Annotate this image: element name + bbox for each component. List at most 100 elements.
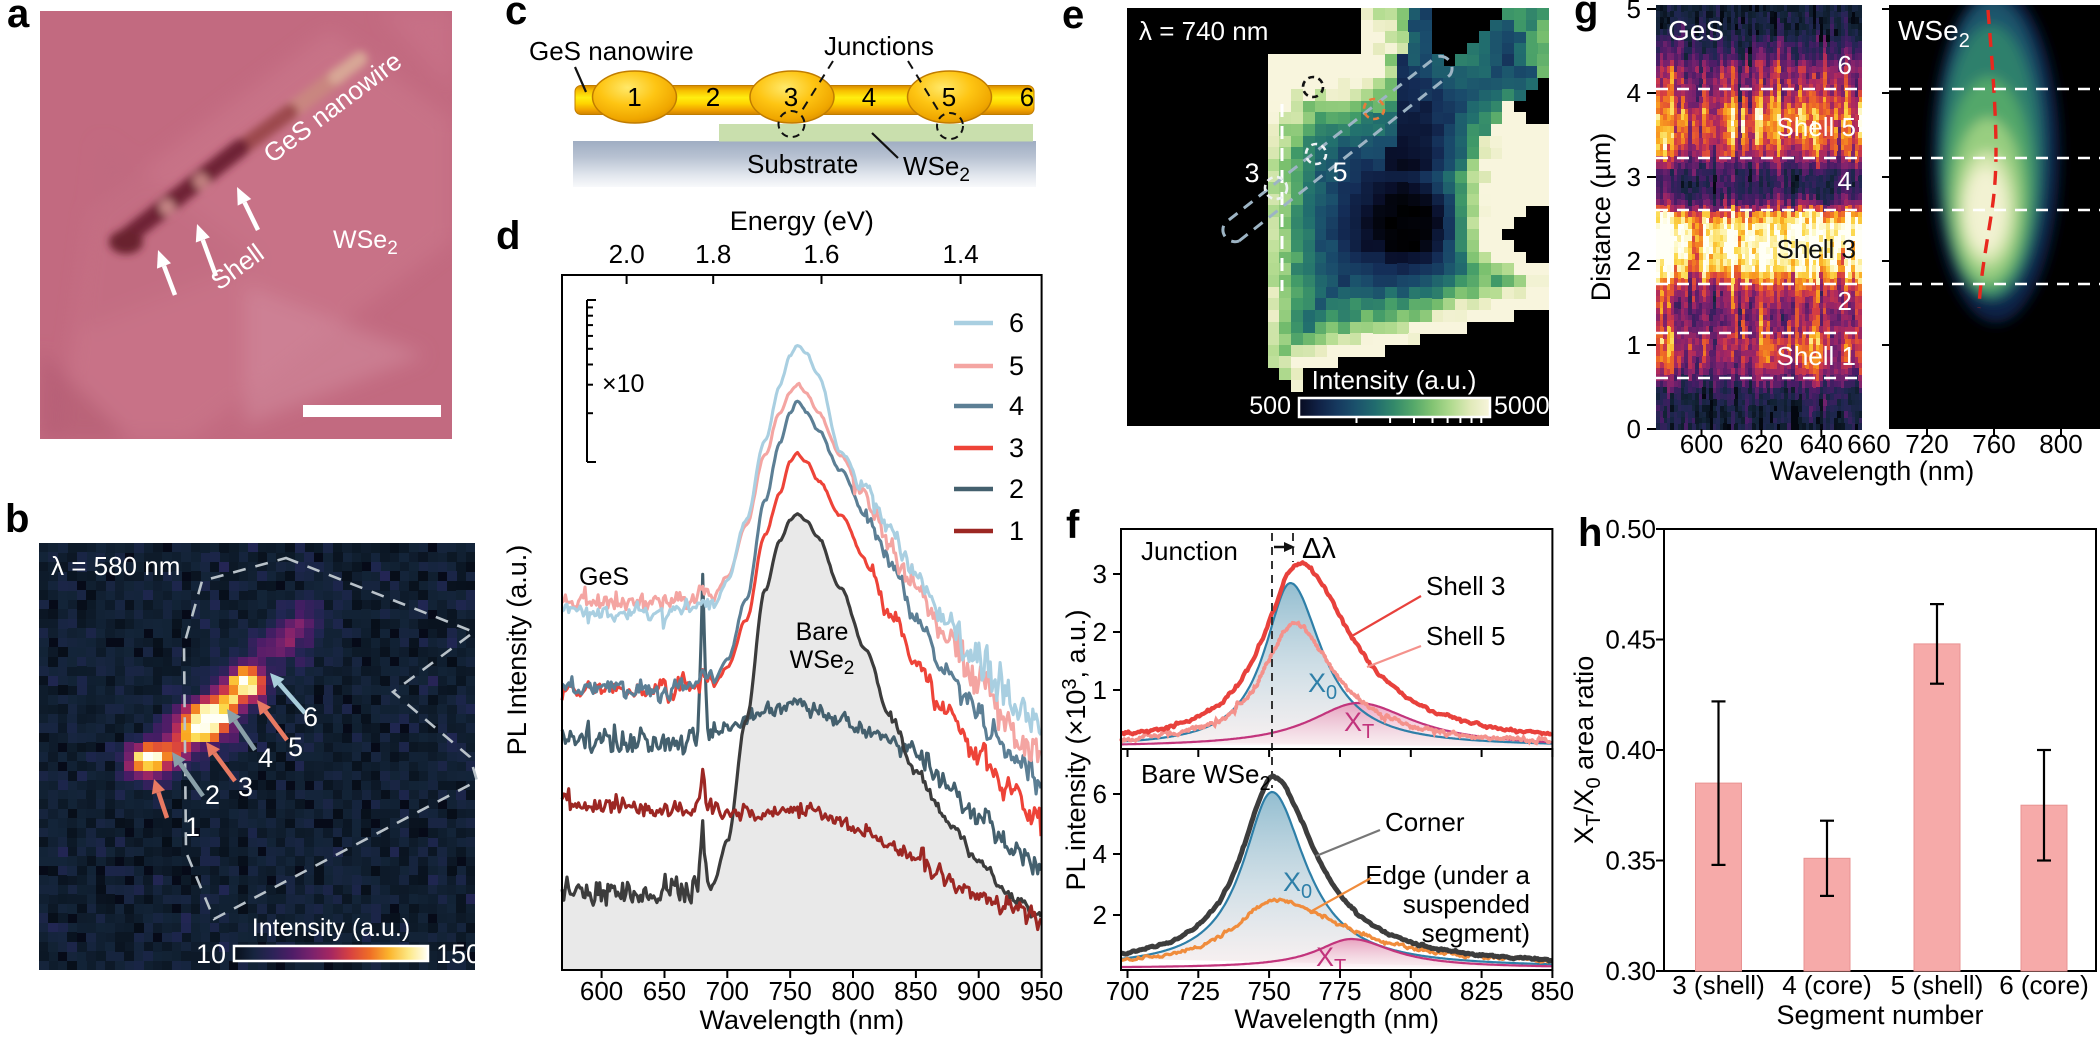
svg-text:λ = 740 nm: λ = 740 nm (1139, 16, 1268, 46)
svg-text:800: 800 (2039, 429, 2082, 459)
svg-text:900: 900 (957, 976, 1000, 1006)
svg-text:660: 660 (1847, 429, 1890, 459)
svg-text:750: 750 (768, 976, 811, 1006)
svg-text:Substrate: Substrate (747, 149, 858, 179)
svg-text:3: 3 (238, 772, 253, 802)
svg-text:Shell 1: Shell 1 (1777, 341, 1857, 371)
svg-text:10: 10 (196, 939, 226, 969)
svg-text:Segment number: Segment number (1776, 1000, 1983, 1030)
svg-text:2: 2 (1093, 900, 1107, 930)
svg-text:4: 4 (1838, 166, 1852, 196)
svg-text:1.4: 1.4 (943, 239, 979, 269)
svg-text:2: 2 (1838, 286, 1852, 316)
svg-text:950: 950 (1020, 976, 1063, 1006)
svg-text:5: 5 (942, 82, 956, 112)
svg-text:720: 720 (1905, 429, 1948, 459)
svg-text:5000: 5000 (1494, 392, 1550, 420)
svg-text:Intensity (a.u.): Intensity (a.u.) (252, 914, 410, 942)
svg-text:3: 3 (1009, 433, 1024, 463)
svg-text:Wavelength (nm): Wavelength (nm) (700, 1005, 905, 1035)
svg-text:850: 850 (1531, 976, 1574, 1006)
svg-text:1: 1 (1627, 330, 1641, 360)
svg-text:Δλ: Δλ (1302, 533, 1336, 565)
svg-text:Shell 3: Shell 3 (1777, 234, 1857, 264)
svg-text:0.30: 0.30 (1605, 956, 1656, 986)
svg-text:d: d (496, 214, 520, 258)
svg-text:Shell 5: Shell 5 (1777, 112, 1857, 142)
svg-text:3: 3 (1244, 158, 1259, 188)
svg-text:2: 2 (706, 82, 720, 112)
svg-text:GeS: GeS (1668, 15, 1724, 46)
svg-text:f: f (1066, 503, 1080, 547)
svg-text:Distance (µm): Distance (µm) (1586, 133, 1616, 302)
svg-text:6: 6 (1838, 50, 1852, 80)
svg-text:3: 3 (1627, 162, 1641, 192)
svg-text:5 (shell): 5 (shell) (1891, 970, 1983, 1000)
svg-text:PL Intensity (a.u.): PL Intensity (a.u.) (502, 545, 532, 756)
svg-text:4 (core): 4 (core) (1782, 970, 1872, 1000)
svg-text:2: 2 (205, 780, 220, 810)
svg-text:GeS nanowire: GeS nanowire (529, 36, 694, 66)
svg-text:GeS: GeS (579, 563, 629, 591)
svg-text:b: b (5, 497, 29, 541)
svg-text:4: 4 (1009, 391, 1024, 421)
svg-text:Corner: Corner (1385, 807, 1465, 837)
svg-text:WSe2: WSe2 (1898, 15, 1970, 52)
svg-text:1.8: 1.8 (695, 239, 731, 269)
svg-text:700: 700 (1106, 976, 1149, 1006)
svg-text:Energy (eV): Energy (eV) (730, 206, 874, 236)
svg-text:6 (core): 6 (core) (1999, 970, 2089, 1000)
svg-text:3 (shell): 3 (shell) (1672, 970, 1764, 1000)
svg-text:0: 0 (1627, 414, 1641, 444)
svg-text:725: 725 (1177, 976, 1220, 1006)
svg-text:620: 620 (1740, 429, 1783, 459)
svg-text:WSe2: WSe2 (333, 226, 398, 259)
svg-text:4: 4 (1627, 78, 1641, 108)
svg-text:640: 640 (1800, 429, 1843, 459)
svg-text:700: 700 (706, 976, 749, 1006)
svg-text:600: 600 (580, 976, 623, 1006)
svg-text:e: e (1062, 0, 1084, 37)
svg-text:4: 4 (258, 743, 273, 773)
svg-text:3: 3 (784, 82, 798, 112)
svg-text:5: 5 (1009, 351, 1024, 381)
svg-text:0.45: 0.45 (1605, 625, 1656, 655)
svg-text:2: 2 (1009, 474, 1024, 504)
svg-text:Shell 5: Shell 5 (1426, 621, 1506, 651)
svg-text:6: 6 (1009, 308, 1024, 338)
svg-text:2: 2 (1627, 246, 1641, 276)
svg-text:Junction: Junction (1141, 536, 1238, 566)
svg-text:775: 775 (1318, 976, 1361, 1006)
svg-text:800: 800 (1389, 976, 1432, 1006)
svg-text:760: 760 (1972, 429, 2015, 459)
svg-text:850: 850 (894, 976, 937, 1006)
svg-text:825: 825 (1460, 976, 1503, 1006)
svg-text:500: 500 (1249, 392, 1291, 420)
svg-text:800: 800 (831, 976, 874, 1006)
svg-text:segment): segment) (1422, 918, 1530, 948)
svg-text:suspended: suspended (1403, 889, 1530, 919)
svg-text:1: 1 (1009, 516, 1024, 546)
svg-text:PL intensity (×103, a.u.): PL intensity (×103, a.u.) (1059, 609, 1091, 890)
svg-text:WSe2: WSe2 (790, 646, 855, 679)
svg-text:600: 600 (1680, 429, 1723, 459)
svg-text:5: 5 (1332, 157, 1347, 187)
svg-text:Junctions: Junctions (824, 31, 934, 61)
svg-text:750: 750 (1247, 976, 1290, 1006)
svg-text:Wavelength (nm): Wavelength (nm) (1770, 456, 1975, 486)
svg-text:WSe2: WSe2 (903, 151, 970, 186)
svg-text:×10: ×10 (602, 370, 644, 398)
svg-text:g: g (1574, 0, 1598, 32)
svg-text:0.35: 0.35 (1605, 846, 1656, 876)
svg-text:4: 4 (1093, 839, 1107, 869)
svg-text:4: 4 (862, 82, 876, 112)
svg-text:150: 150 (436, 939, 481, 969)
svg-text:0.50: 0.50 (1605, 514, 1656, 544)
svg-text:c: c (505, 0, 527, 33)
svg-text:λ = 580 nm: λ = 580 nm (51, 551, 180, 581)
svg-text:6: 6 (303, 702, 318, 732)
svg-text:a: a (7, 0, 30, 36)
svg-text:5: 5 (288, 732, 303, 762)
svg-text:6: 6 (1093, 779, 1107, 809)
svg-text:0.40: 0.40 (1605, 735, 1656, 765)
